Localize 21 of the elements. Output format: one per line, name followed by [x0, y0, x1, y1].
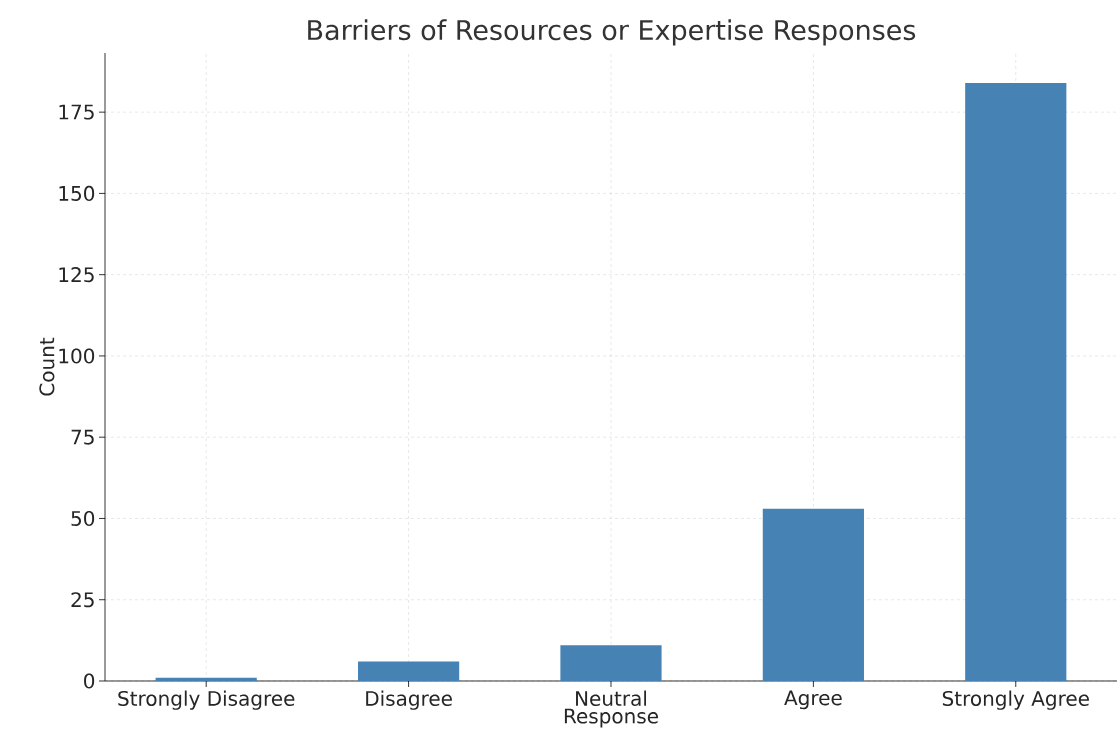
x-axis-title: Response	[564, 708, 658, 728]
y-tick-label: 150	[59, 185, 95, 201]
chart-title: Barriers of Resources or Expertise Responses	[308, 19, 916, 46]
y-tick-label: 25	[71, 592, 94, 608]
x-tick-label: Disagree	[366, 690, 452, 710]
x-tick-label: Neutral	[576, 690, 647, 706]
bar	[762, 508, 864, 681]
y-tick-label: 75	[71, 429, 94, 445]
bar	[560, 645, 662, 681]
y-tick-label: 0	[84, 673, 95, 689]
bar	[965, 82, 1067, 681]
y-tick-label: 125	[59, 267, 94, 283]
x-tick-label: Strongly Agree	[942, 690, 1089, 710]
y-tick-label: 50	[71, 510, 95, 527]
bar	[357, 661, 460, 681]
bar	[155, 677, 257, 681]
y-tick-label: 175	[59, 104, 94, 120]
y-axis-title: Count	[39, 337, 55, 396]
x-tick-label: Agree	[784, 690, 842, 710]
y-tick-label: 100	[59, 348, 95, 364]
x-tick-label: Strongly Disagree	[118, 690, 295, 710]
